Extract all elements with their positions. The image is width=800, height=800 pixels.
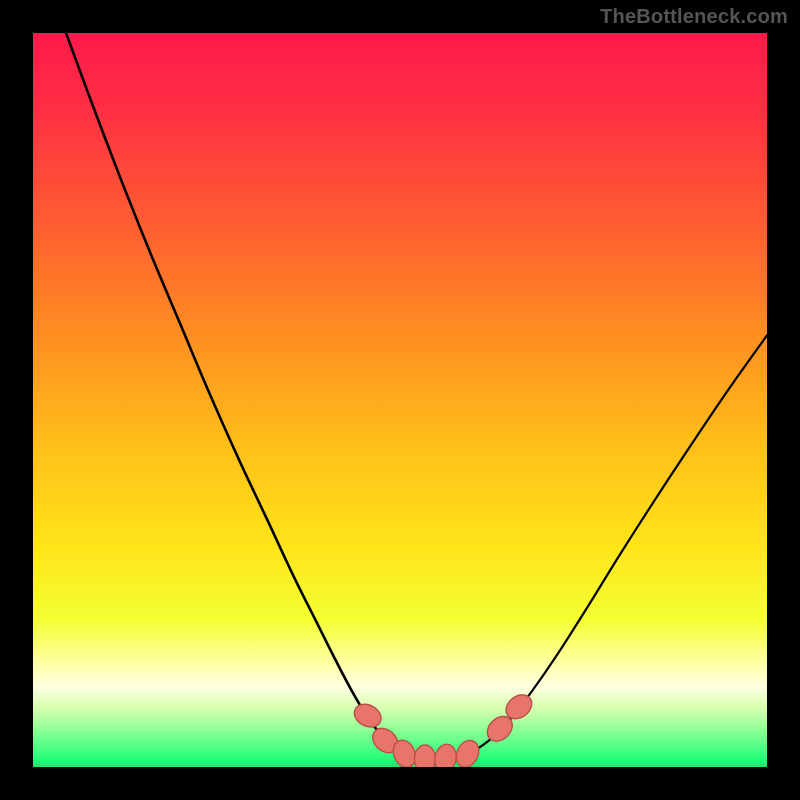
gradient-plot-area: [33, 33, 767, 767]
bottleneck-chart: [0, 0, 800, 800]
chart-root: TheBottleneck.com: [0, 0, 800, 800]
watermark-text: TheBottleneck.com: [600, 6, 788, 29]
